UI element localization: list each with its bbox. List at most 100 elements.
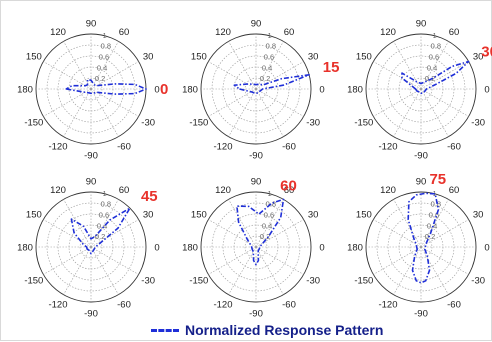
angle-tick-label: -60 [447, 299, 461, 310]
grid-circle [211, 202, 301, 292]
angle-tick-label: 180 [182, 84, 198, 95]
angle-tick-label: 0 [154, 242, 159, 253]
grid-spoke [255, 88, 304, 117]
grid-spoke [373, 246, 422, 275]
radial-tick-label: 0.2 [425, 232, 435, 241]
polar-panel-0: 0306090120150180-150-120-90-60-300.20.40… [17, 18, 168, 161]
grid-spoke [393, 246, 422, 295]
angle-tick-label: 30 [308, 209, 319, 220]
angle-tick-label: 150 [26, 51, 42, 62]
grid-spoke [420, 61, 469, 90]
radial-tick-label: 0.8 [101, 200, 111, 209]
response-pattern-15 [233, 74, 310, 95]
grid-spoke [255, 88, 284, 137]
radial-tick-label: 0.6 [429, 53, 439, 62]
angle-tick-label: -120 [213, 299, 232, 310]
angle-tick-label: -90 [249, 308, 263, 319]
angle-tick-label: 30 [473, 209, 484, 220]
grid-spoke [208, 246, 257, 275]
grid-circle [244, 77, 268, 101]
angle-tick-label: 0 [484, 84, 489, 95]
grid-circle [244, 235, 268, 259]
grid-spoke [90, 246, 139, 275]
angle-tick-label: 180 [17, 84, 33, 95]
radial-tick-label: 1 [103, 31, 107, 40]
radial-tick-label: 0.4 [97, 221, 107, 230]
angle-tick-label: 60 [449, 185, 460, 196]
polar-panel-60: 0 30 60 90 120 150 180 -150 -120 -90 -60 -30 0.2 0.40… [182, 176, 325, 319]
angle-tick-label: -150 [24, 275, 43, 286]
radial-tick-label: 0.2 [95, 232, 105, 241]
grid-spoke [420, 88, 449, 137]
grid-spoke [63, 88, 92, 137]
grid-spoke [90, 41, 119, 90]
grid-spoke [373, 61, 422, 90]
radial-tick-label: 0.4 [427, 221, 437, 230]
angle-tick-label: 30 [143, 209, 154, 220]
response-pattern-60 [236, 198, 285, 266]
grid-spoke [420, 219, 469, 248]
angle-tick-label: 90 [86, 18, 97, 29]
response-pattern-30 [401, 60, 470, 95]
radial-tick-label: 0.6 [264, 211, 274, 220]
grid-circle [409, 235, 433, 259]
angle-tick-label: -30 [471, 117, 485, 128]
steer-angle-label-75: 75 [429, 171, 446, 188]
angle-tick-label: -30 [306, 275, 320, 286]
angle-tick-label: -30 [141, 117, 155, 128]
steer-angle-label-60: 60 [280, 178, 297, 195]
angle-tick-label: -60 [282, 141, 296, 152]
angle-tick-label: 90 [416, 176, 427, 187]
angle-tick-label: 30 [473, 51, 484, 62]
angle-tick-label: 90 [251, 176, 262, 187]
angle-tick-label: 90 [416, 18, 427, 29]
grid-circle [79, 77, 103, 101]
response-pattern-45 [70, 207, 131, 255]
radial-tick-label: 0.8 [431, 200, 441, 209]
angle-tick-label: 0 [319, 242, 324, 253]
angle-tick-label: -120 [48, 141, 67, 152]
angle-tick-label: -60 [282, 299, 296, 310]
grid-spoke [255, 199, 284, 248]
radial-tick-label: 0.8 [431, 42, 441, 51]
angle-tick-label: 0 [484, 242, 489, 253]
grid-spoke [255, 246, 284, 295]
polar-panel-45: 0306090120150180-150-120-90-60-300.20.40… [17, 176, 160, 319]
angle-tick-label: 150 [356, 209, 372, 220]
radial-tick-label: 1 [433, 31, 437, 40]
angle-tick-label: -30 [471, 275, 485, 286]
grid-circle [79, 235, 103, 259]
radial-tick-label: 0.2 [260, 74, 270, 83]
grid-spoke [393, 88, 422, 137]
legend: Normalized Response Pattern [151, 320, 383, 340]
angle-tick-label: -90 [84, 308, 98, 319]
grid-spoke [228, 88, 257, 137]
radial-tick-label: 0.4 [97, 63, 107, 72]
angle-tick-label: 60 [449, 27, 460, 38]
angle-tick-label: -60 [117, 141, 131, 152]
angle-tick-label: 180 [17, 242, 33, 253]
polar-panel-15: 0306090120150180-150-120-90-60-300.20.40… [182, 18, 339, 161]
angle-tick-label: 120 [50, 27, 66, 38]
angle-tick-label: -90 [249, 150, 263, 161]
angle-tick-label: 180 [182, 242, 198, 253]
radial-tick-label: 0.6 [99, 53, 109, 62]
grid-circle [46, 202, 136, 292]
angle-tick-label: -60 [117, 299, 131, 310]
angle-tick-label: -30 [141, 275, 155, 286]
angle-tick-label: -150 [189, 275, 208, 286]
grid-circle [46, 44, 136, 134]
angle-tick-label: -120 [213, 141, 232, 152]
grid-spoke [90, 61, 139, 90]
radial-tick-label: 0.2 [260, 232, 270, 241]
grid-spoke [90, 88, 119, 137]
angle-tick-label: 60 [284, 27, 295, 38]
grid-spoke [43, 88, 92, 117]
radial-tick-label: 0.6 [99, 211, 109, 220]
angle-tick-label: 120 [50, 185, 66, 196]
legend-line-swatch [151, 328, 179, 332]
grid-circle [409, 77, 433, 101]
radial-tick-label: 0.6 [429, 211, 439, 220]
grid-spoke [208, 61, 257, 90]
